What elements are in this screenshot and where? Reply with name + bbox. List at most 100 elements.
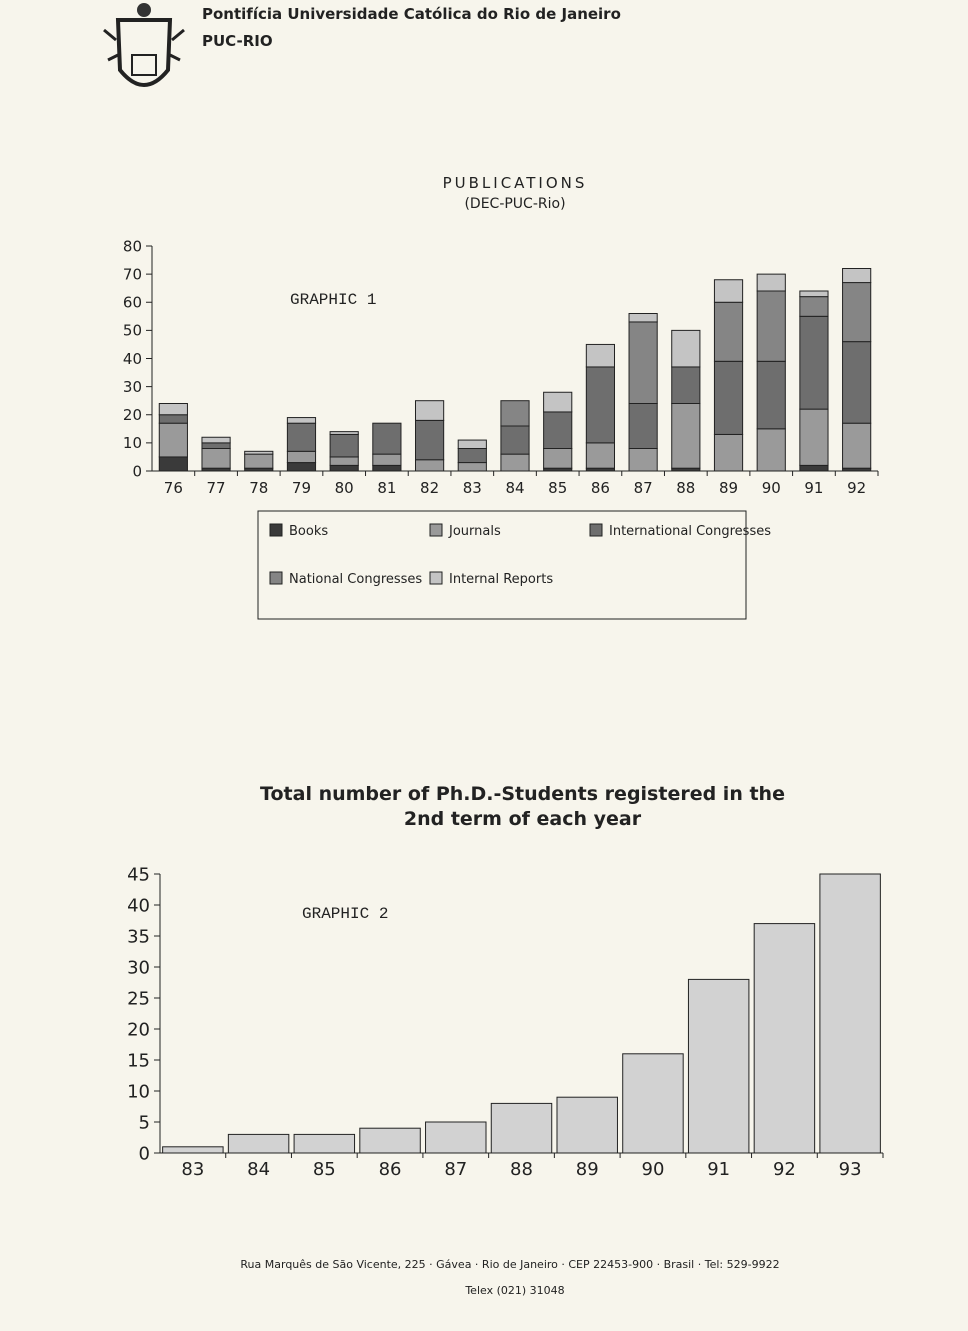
bar-segment <box>286 422 317 452</box>
bar-segment <box>713 360 744 435</box>
x-tick-label: 78 <box>249 479 268 497</box>
x-tick-label: 92 <box>847 479 866 497</box>
legend-swatch <box>269 523 283 537</box>
bar-segment <box>585 343 616 368</box>
x-tick-label: 93 <box>839 1159 862 1180</box>
bar <box>425 1121 487 1154</box>
bar <box>490 1102 553 1154</box>
bar-segment <box>329 464 359 472</box>
bar <box>753 923 816 1154</box>
x-tick-label: 79 <box>292 479 311 497</box>
bar-segment <box>799 296 829 317</box>
y-tick-label: 0 <box>139 1143 150 1164</box>
bar-segment <box>842 282 872 343</box>
bar-segment <box>500 400 530 427</box>
x-tick-label: 89 <box>719 479 738 497</box>
bar-segment <box>414 400 445 421</box>
bar-segment <box>628 321 658 404</box>
bar-segment <box>457 448 487 464</box>
bar-segment <box>585 366 616 444</box>
y-tick-label: 40 <box>127 895 150 916</box>
bar <box>227 1133 290 1154</box>
bar <box>162 1146 224 1154</box>
bar-segment <box>799 408 829 466</box>
x-tick-label: 80 <box>335 479 354 497</box>
x-tick-label: 91 <box>804 479 823 497</box>
bar-segment <box>543 448 573 469</box>
bar-segment <box>329 431 359 435</box>
x-tick-label: 88 <box>510 1159 533 1180</box>
y-tick-label: 20 <box>127 1019 150 1040</box>
bar <box>556 1096 618 1154</box>
x-tick-label: 87 <box>444 1159 467 1180</box>
bar-segment <box>628 448 658 472</box>
bar-segment <box>329 433 359 458</box>
bar-segment <box>457 462 487 472</box>
y-tick-label: 45 <box>127 864 150 885</box>
bar-segment <box>585 442 616 469</box>
chart-subtitle: (DEC-PUC-Rio) <box>464 196 565 212</box>
annotation: GRAPHIC 2 <box>302 905 388 923</box>
bar-segment <box>286 417 317 424</box>
bar-segment <box>713 279 744 303</box>
logo <box>103 3 185 87</box>
bar-segment <box>671 366 701 404</box>
x-tick-label: 85 <box>548 479 567 497</box>
chart-2: GRAPHIC 2 0 5 10 15 20 25 30 35 40 45 83 84 85 86 87 88 8… <box>127 864 884 1180</box>
legend-box <box>257 510 747 620</box>
bar-segment <box>500 425 530 455</box>
legend-swatch <box>429 523 443 537</box>
bar-segment <box>414 419 445 461</box>
bar-segment <box>543 391 573 413</box>
bar-segment <box>201 448 231 469</box>
chart-1: PUBLICATIONS (DEC-PUC-Rio) GRAPHIC 1 0 10 20 3… <box>123 174 879 620</box>
bar-segment <box>842 341 872 424</box>
x-tick-label: 85 <box>313 1159 336 1180</box>
bar-segment <box>713 433 744 472</box>
x-tick-label: 91 <box>707 1159 730 1180</box>
bar <box>622 1053 684 1154</box>
short-name: PUC-RIO <box>202 32 273 50</box>
bar-segment <box>457 439 487 449</box>
x-tick-label: 87 <box>634 479 653 497</box>
bar <box>293 1133 356 1154</box>
bar-segment <box>756 360 786 430</box>
bar-segment <box>628 313 658 323</box>
legend-label: International Congresses <box>609 524 771 539</box>
bar-segment <box>158 422 188 458</box>
bar-segment <box>286 450 317 464</box>
bar-segment <box>543 411 573 449</box>
x-tick-label: 86 <box>591 479 610 497</box>
bar-segment <box>201 442 231 449</box>
y-tick-label: 5 <box>139 1112 150 1133</box>
chart-title: Total number of Ph.D.-Students registere… <box>260 783 785 830</box>
y-tick-label: 20 <box>123 406 142 424</box>
bar-segment <box>372 422 402 455</box>
bar-segment <box>201 436 231 444</box>
x-tick-label: 86 <box>379 1159 402 1180</box>
bar-segment <box>414 459 445 472</box>
bar-segment <box>799 290 829 298</box>
x-tick-label: 84 <box>247 1159 270 1180</box>
bar-segment <box>756 428 786 472</box>
bar <box>687 978 750 1154</box>
bar-segment <box>799 464 829 472</box>
y-tick-label: 60 <box>123 294 142 312</box>
y-tick-label: 10 <box>127 1081 150 1102</box>
x-tick-label: 76 <box>164 479 183 497</box>
y-tick-label: 35 <box>127 926 150 947</box>
bar-segment <box>628 403 658 449</box>
y-tick-label: 80 <box>123 237 142 255</box>
bar-segment <box>372 464 402 472</box>
y-tick-label: 10 <box>123 434 142 452</box>
bar-segment <box>713 301 744 362</box>
bar <box>359 1127 421 1154</box>
x-tick-label: 83 <box>463 479 482 497</box>
x-tick-label: 89 <box>576 1159 599 1180</box>
y-tick-label: 70 <box>123 265 142 283</box>
x-tick-label: 92 <box>773 1159 796 1180</box>
y-tick-label: 0 <box>132 462 142 480</box>
bar-segment <box>158 403 188 416</box>
bar-segment <box>372 453 402 466</box>
